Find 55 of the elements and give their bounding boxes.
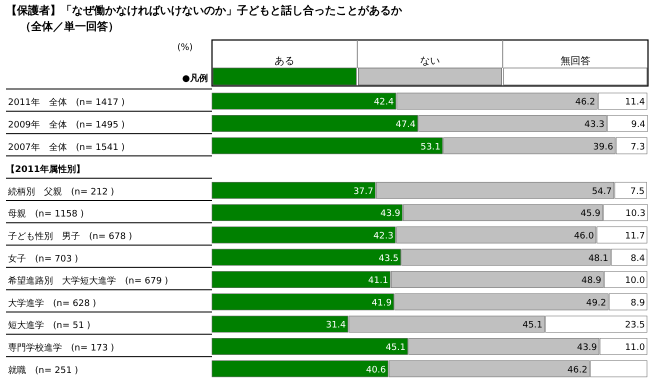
data-label: 11.4 (624, 98, 646, 108)
y-tick-label: 専門学校進学 (n= 173 ) (8, 342, 114, 354)
data-label: 45.1 (522, 320, 543, 331)
data-label: 41.9 (372, 298, 392, 308)
text: ●凡例 (182, 73, 208, 84)
data-label: 43.3 (584, 120, 604, 130)
text: 【2011年属性別】 (6, 164, 86, 176)
data-label: 42.3 (373, 231, 394, 242)
legend-item: ある (212, 56, 357, 86)
data-label: 9.4 (631, 120, 646, 130)
data-label: 43.5 (378, 254, 399, 264)
y-tick-label: 子ども性別 男子 (n= 678 ) (8, 230, 132, 242)
y-tick-label: 大学進学 (n= 628 ) (8, 298, 96, 309)
data-label: 45.9 (580, 209, 601, 220)
data-label: 46.2 (567, 365, 588, 376)
data-label: 8.4 (630, 254, 646, 264)
text: （全体／単一回答） (20, 20, 119, 33)
data-label: 46.2 (575, 98, 596, 108)
y-tick-label: 短大進学 (n= 51 ) (8, 320, 90, 332)
data-label: 54.7 (592, 186, 612, 197)
text: (%) (177, 43, 193, 53)
y-tick-label: 2009年 全体 (n= 1495 ) (8, 119, 125, 130)
data-label: 10.0 (624, 276, 646, 286)
data-label: 23.5 (624, 320, 645, 331)
data-label: 46.0 (574, 231, 594, 242)
data-label: 41.1 (368, 276, 388, 286)
data-label: 47.4 (396, 120, 416, 130)
legend-item: 無回答 (503, 56, 648, 86)
chart-title: 【保護者】「なぜ働かなければいけないのか」子どもと話し合ったことがあるか (6, 4, 403, 17)
data-label: 43.9 (380, 209, 401, 220)
data-label: 40.6 (366, 365, 386, 376)
y-tick-label: 女子 (n= 703 ) (8, 253, 78, 264)
data-label: 11.0 (624, 342, 646, 353)
y-tick-label: 続柄別 父親 (n= 212 ) (7, 186, 114, 198)
data-label: 31.4 (326, 320, 346, 331)
data-label: 7.3 (630, 142, 645, 152)
y-tick-label: 就職 (n= 251 ) (8, 364, 78, 376)
legend-item: ない (358, 56, 502, 86)
data-label: 11.7 (624, 231, 645, 242)
y-tick-label: 2011年 全体 (n= 1417 ) (8, 97, 125, 108)
y-tick-label: 2007年 全体 (n= 1541 ) (8, 142, 125, 153)
data-label: 45.1 (386, 342, 406, 353)
data-label: 49.2 (586, 298, 606, 308)
data-label: 48.1 (588, 254, 608, 264)
y-tick-label: 希望進路別 大学短大進学 (n= 679 ) (8, 276, 168, 287)
data-label: 53.1 (420, 142, 441, 152)
data-label: 48.9 (581, 276, 602, 286)
data-label: 37.7 (353, 186, 374, 197)
data-label: 7.5 (630, 186, 645, 197)
data-label: 43.9 (576, 342, 598, 353)
data-label: 42.4 (374, 98, 394, 108)
data-label: 10.3 (625, 209, 646, 220)
y-tick-label: 母親 (n= 1158 ) (8, 208, 84, 220)
data-label: 39.6 (593, 142, 614, 152)
data-label: 8.9 (630, 298, 646, 308)
